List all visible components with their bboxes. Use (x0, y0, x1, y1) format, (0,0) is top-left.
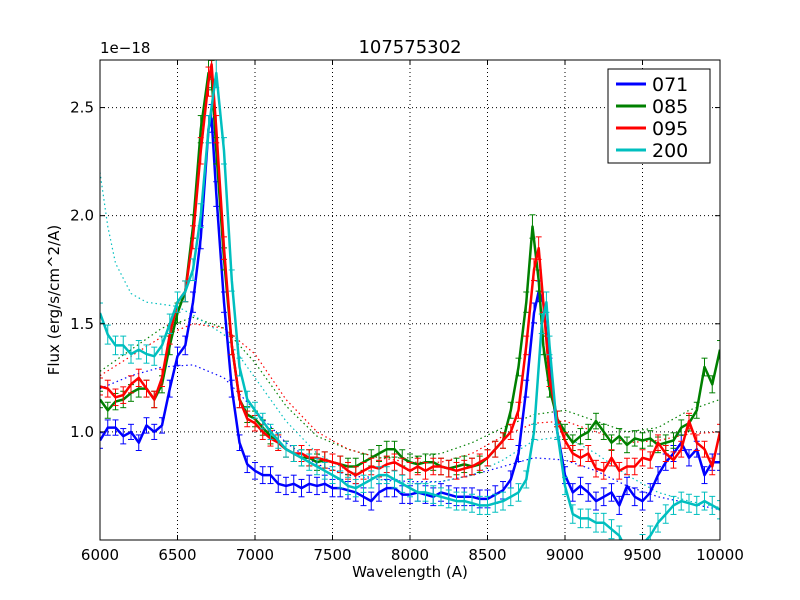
x-tick-label: 8500 (468, 546, 506, 564)
legend-label-200: 200 (652, 140, 688, 162)
line-095 (100, 63, 720, 477)
y-offset-label: 1e−18 (100, 39, 150, 57)
series-layer (100, 60, 720, 540)
legend-label-095: 095 (652, 118, 688, 140)
y-axis-label: Flux (erg/s/cm^2/A) (45, 225, 63, 376)
x-axis-label: Wavelength (A) (352, 563, 468, 581)
continuum-071 (100, 364, 720, 511)
x-tick-label: 6500 (158, 546, 196, 564)
x-tick-label: 10000 (696, 546, 744, 564)
x-tick-label: 8000 (391, 546, 429, 564)
x-tick-label: 7500 (313, 546, 351, 564)
legend-label-085: 085 (652, 96, 688, 118)
x-tick-label: 9000 (546, 546, 584, 564)
y-tick-label: 1.0 (70, 423, 94, 441)
line-200 (100, 71, 720, 540)
chart-title: 107575302 (358, 37, 461, 58)
axis-ticks: 6000 6500 7000 7500 8000 8500 9000 9500 10000 1.0… (70, 60, 744, 564)
x-tick-label: 7000 (236, 546, 274, 564)
y-tick-label: 2.0 (70, 207, 94, 225)
x-tick-label: 9500 (623, 546, 661, 564)
x-tick-label: 6000 (81, 546, 119, 564)
y-tick-label: 2.5 (70, 99, 94, 117)
series-200 (100, 60, 720, 540)
continuum-200 (100, 172, 720, 509)
y-tick-label: 1.5 (70, 315, 94, 333)
series-095 (100, 60, 720, 485)
legend-label-071: 071 (652, 74, 688, 96)
